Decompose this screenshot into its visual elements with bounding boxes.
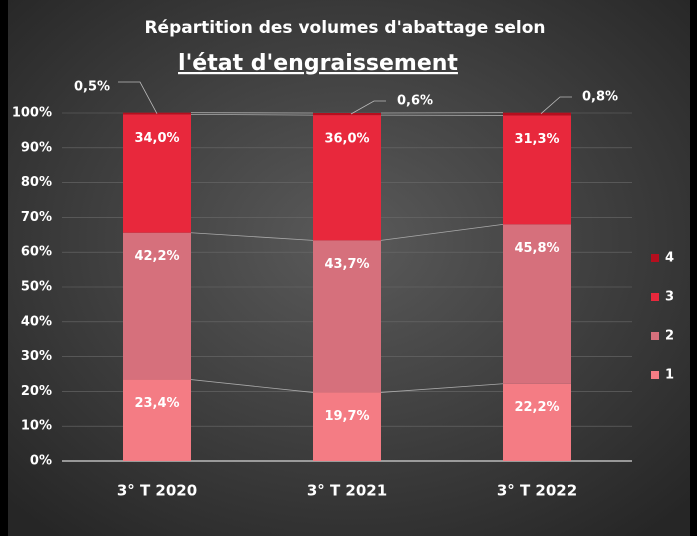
y-tick-label: 0% <box>30 454 52 469</box>
data-label: 19,7% <box>324 409 369 424</box>
y-tick-label: 50% <box>21 280 52 295</box>
legend-swatch <box>651 371 659 379</box>
legend-swatch <box>651 254 659 262</box>
bar-segment <box>503 115 571 225</box>
bar-segment <box>313 113 381 116</box>
series-connector <box>190 232 314 241</box>
data-label: 45,8% <box>514 241 559 256</box>
data-label: 36,0% <box>324 132 369 147</box>
data-label: 23,4% <box>134 396 179 411</box>
data-label: 34,0% <box>134 131 179 146</box>
data-label: 0,6% <box>397 94 433 109</box>
series-connector <box>190 113 314 116</box>
series-connector <box>380 223 504 241</box>
y-tick-label: 60% <box>21 245 52 260</box>
data-label: 31,3% <box>514 132 559 147</box>
y-tick-label: 80% <box>21 175 52 190</box>
data-label: 43,7% <box>324 257 369 272</box>
chart-subtitle: l'état d'engraissement <box>178 51 458 76</box>
leader-line <box>118 81 158 114</box>
legend-swatch <box>651 332 659 340</box>
leader-line <box>540 96 572 114</box>
leader-line <box>350 100 386 115</box>
x-tick-label: 3° T 2021 <box>307 482 387 500</box>
y-tick-label: 90% <box>21 140 52 155</box>
data-label: 0,8% <box>582 90 618 105</box>
bar-segment <box>123 232 191 380</box>
bar-segment <box>313 115 381 241</box>
legend-label: 2 <box>665 329 674 344</box>
chart-title: Répartition des volumes d'abattage selon <box>144 18 545 38</box>
data-label: 22,2% <box>514 400 559 415</box>
legend-label: 3 <box>665 290 674 305</box>
bar-segment <box>313 392 381 461</box>
data-label: 42,2% <box>134 249 179 264</box>
bar-segment <box>503 112 571 116</box>
bar-segment <box>123 379 191 461</box>
x-tick-label: 3° T 2022 <box>497 482 577 500</box>
y-tick-label: 20% <box>21 384 52 399</box>
y-tick-label: 100% <box>12 106 52 121</box>
y-tick-label: 30% <box>21 349 52 364</box>
series-connector <box>190 379 314 393</box>
bar-segment <box>503 383 571 461</box>
legend-label: 1 <box>665 368 674 383</box>
bar-segment <box>503 224 571 384</box>
series-connector <box>380 383 504 393</box>
y-tick-label: 70% <box>21 210 52 225</box>
bar-segment <box>313 240 381 393</box>
legend-label: 4 <box>665 251 674 266</box>
legend-swatch <box>651 293 659 301</box>
y-tick-label: 10% <box>21 419 52 434</box>
x-tick-label: 3° T 2020 <box>117 482 197 500</box>
y-tick-label: 40% <box>21 314 52 329</box>
bar-segment <box>123 114 191 233</box>
data-label: 0,5% <box>74 80 110 95</box>
